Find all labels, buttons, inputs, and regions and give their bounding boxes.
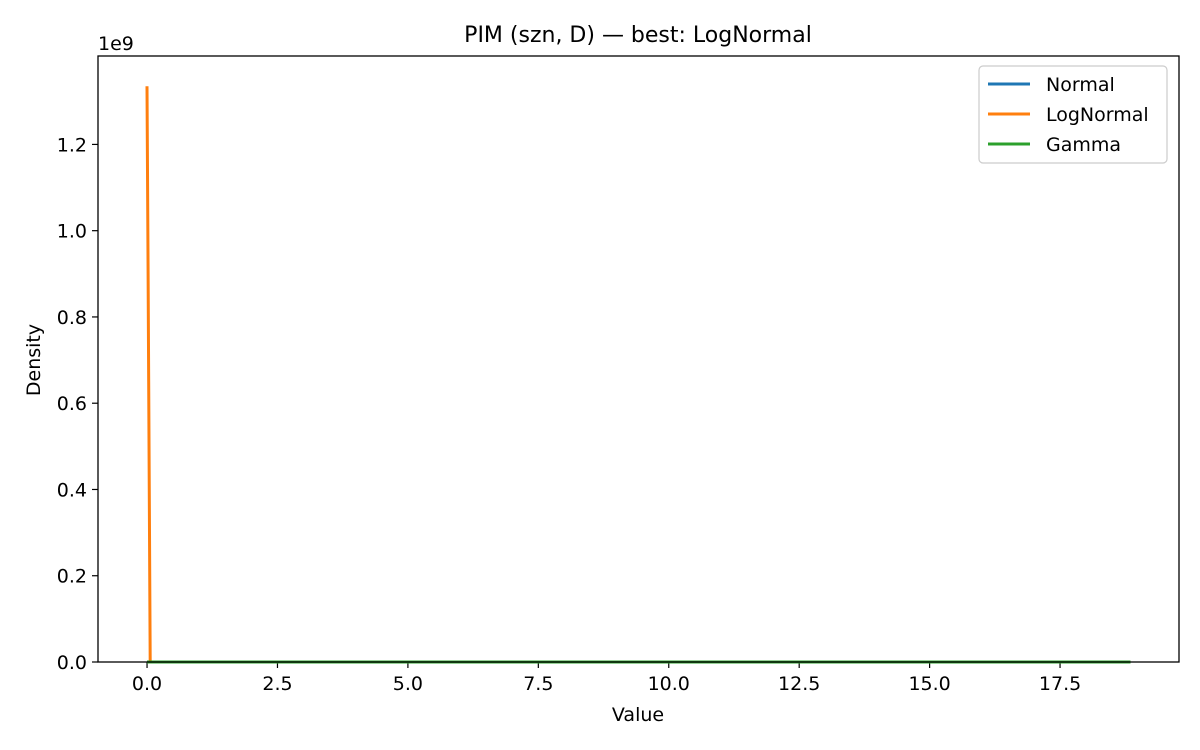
x-tick-label: 15.0 bbox=[908, 673, 950, 695]
legend-box bbox=[978, 65, 1168, 164]
y-tick-label: 1.2 bbox=[57, 134, 87, 156]
x-tick-label: 10.0 bbox=[648, 673, 690, 695]
y-axis-offset-label: 1e9 bbox=[98, 33, 134, 55]
plot-frame bbox=[97, 55, 1180, 663]
y-tick-label: 0.6 bbox=[57, 393, 87, 415]
x-axis-label: Value bbox=[612, 704, 664, 726]
x-tick-label: 12.5 bbox=[778, 673, 820, 695]
legend-label: Normal bbox=[1046, 74, 1115, 96]
y-tick-label: 0.2 bbox=[57, 566, 87, 588]
x-tick-label: 2.5 bbox=[262, 673, 292, 695]
y-tick-label: 0.4 bbox=[57, 479, 87, 501]
x-tick-label: 7.5 bbox=[523, 673, 553, 695]
x-tick-label: 17.5 bbox=[1039, 673, 1081, 695]
chart-title: PIM (szn, D) — best: LogNormal bbox=[464, 23, 812, 48]
legend-label: LogNormal bbox=[1046, 104, 1149, 126]
y-tick-label: 0.8 bbox=[57, 307, 87, 329]
x-tick-label: 5.0 bbox=[393, 673, 423, 695]
y-tick-label: 1.0 bbox=[57, 221, 87, 243]
y-tick-label: 0.0 bbox=[57, 652, 87, 674]
y-axis-label: Density bbox=[23, 324, 45, 396]
legend-label: Gamma bbox=[1046, 134, 1121, 156]
axis-ticks: 0.0 2.5 5.0 7.5 10.0 12.5 15.0 17.5 0.0 0.2 0.4 0.6… bbox=[57, 134, 1081, 695]
x-tick-label: 0.0 bbox=[132, 673, 162, 695]
legend: Normal LogNormal Gamma bbox=[978, 65, 1168, 164]
